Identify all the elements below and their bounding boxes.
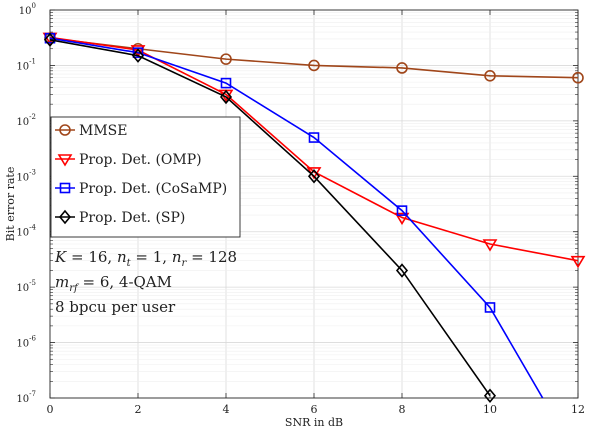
legend-entry-label: Prop. Det. (OMP) (79, 152, 202, 168)
data-point (307, 169, 321, 184)
data-point (484, 302, 496, 313)
data-point (220, 53, 232, 65)
data-point (396, 62, 408, 74)
x-tick-label: 12 (571, 403, 585, 416)
annotation-line: K = 16, nt = 1, nr = 128 (54, 248, 237, 269)
y-tick-label: 10-3 (16, 168, 36, 183)
y-tick-label: 10-2 (16, 113, 36, 128)
legend-marker (57, 154, 73, 167)
series-prop-det-cosamp (50, 37, 544, 398)
data-point (131, 48, 145, 63)
annotation-line: mrf = 6, 4-QAM (55, 273, 172, 294)
data-point (483, 388, 497, 403)
legend-box (50, 116, 241, 238)
data-point (43, 32, 57, 48)
series-line-prop-det-sp (50, 39, 491, 397)
legend-entry-label: Prop. Det. (CoSaMP) (79, 181, 227, 197)
x-axis-label: SNR in dB (285, 416, 343, 429)
x-tick-label: 4 (223, 403, 230, 416)
legend: MMSE Prop. Det. (OMP) Prop. Det. (CoSaMP) P… (50, 116, 241, 238)
data-point (219, 89, 233, 105)
y-tick-label: 10-7 (16, 390, 36, 405)
y-tick-label: 10-5 (16, 279, 36, 294)
x-tick-label: 6 (311, 403, 318, 416)
x-tick-label: 0 (47, 403, 54, 416)
data-point (394, 212, 410, 226)
annotations: K = 16, nt = 1, nr = 128 mrf = 6, 4-QAM 8 … (54, 248, 237, 316)
legend-entry-label: Prop. Det. (SP) (79, 210, 185, 226)
data-point (220, 77, 232, 89)
series-prop-det-sp (50, 39, 491, 397)
data-point (308, 59, 320, 72)
legend-marker (59, 182, 71, 194)
data-point (482, 239, 498, 252)
y-tick-label: 10-4 (16, 224, 36, 239)
series-line-prop-det-cosamp (50, 37, 544, 398)
data-point (572, 71, 584, 84)
y-tick-label: 10-6 (16, 335, 36, 350)
axes: 0 2 4 6 8 10 12 100 10-1 10-2 10-3 10-4 10-5 10-6 10-7… (4, 2, 585, 429)
y-tick-label: 100 (19, 2, 36, 17)
data-point (308, 132, 320, 143)
legend-marker (58, 209, 72, 225)
x-tick-label: 2 (135, 403, 142, 416)
data-point (396, 205, 408, 216)
x-tick-label: 10 (483, 403, 497, 416)
data-point (130, 45, 146, 58)
legend-marker (59, 124, 71, 136)
data-point (395, 263, 409, 278)
y-axis-label: Bit error rate (4, 167, 17, 242)
series-layer (42, 32, 586, 403)
y-tick-label: 10-1 (16, 57, 36, 72)
data-point (570, 255, 586, 269)
markers-prop-det-sp (43, 32, 497, 403)
x-tick-label: 8 (399, 403, 406, 416)
data-point (484, 69, 496, 82)
data-point (132, 47, 144, 58)
legend-entry-label: MMSE (79, 123, 127, 139)
annotation-line: 8 bpcu per user (55, 298, 176, 316)
